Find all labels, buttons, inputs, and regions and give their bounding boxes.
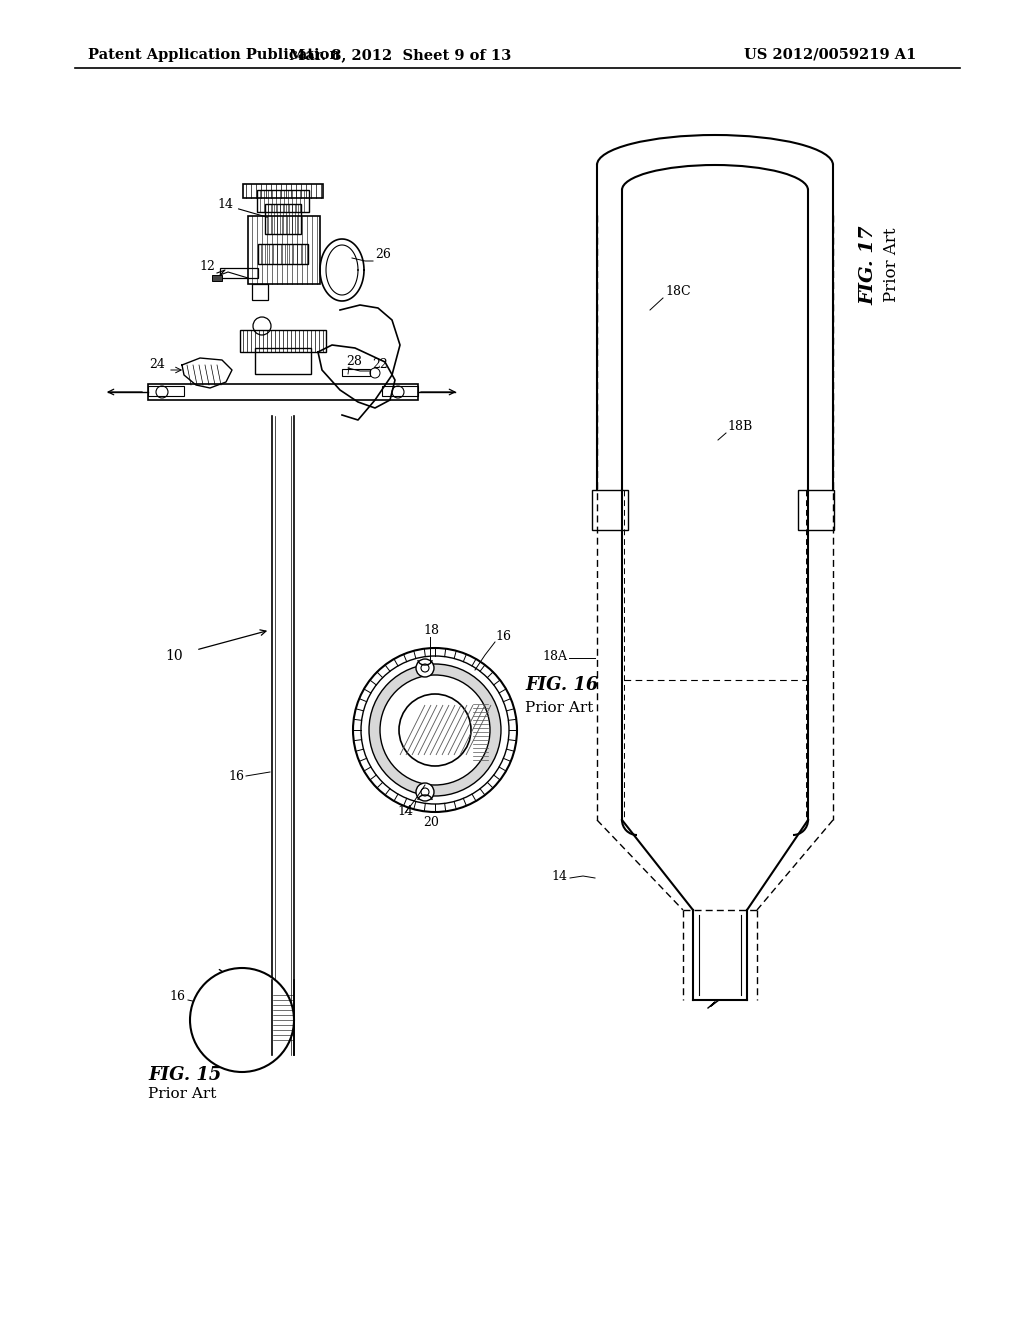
Bar: [342, 370, 370, 376]
Bar: [252, 284, 268, 300]
Bar: [148, 385, 184, 396]
Circle shape: [353, 648, 517, 812]
Circle shape: [399, 694, 471, 766]
Bar: [240, 330, 326, 352]
Circle shape: [416, 659, 434, 677]
Text: 18A: 18A: [542, 649, 567, 663]
Bar: [243, 183, 323, 198]
Text: 12: 12: [199, 260, 215, 273]
Bar: [257, 190, 309, 213]
Text: Prior Art: Prior Art: [148, 1086, 216, 1101]
Text: US 2012/0059219 A1: US 2012/0059219 A1: [743, 48, 916, 62]
Text: Prior Art: Prior Art: [884, 228, 900, 302]
Circle shape: [361, 656, 509, 804]
Bar: [592, 490, 628, 531]
Bar: [265, 205, 301, 234]
Text: 14: 14: [551, 870, 567, 883]
Text: 14: 14: [397, 805, 413, 818]
Bar: [148, 384, 418, 400]
Text: Prior Art: Prior Art: [525, 701, 593, 715]
Bar: [220, 268, 258, 279]
Text: 22: 22: [372, 358, 388, 371]
Circle shape: [380, 675, 490, 785]
Bar: [255, 348, 311, 374]
Text: 18C: 18C: [665, 285, 690, 298]
Circle shape: [369, 664, 501, 796]
Bar: [248, 216, 319, 284]
Text: 20: 20: [423, 816, 439, 829]
Bar: [258, 244, 308, 264]
Text: Patent Application Publication: Patent Application Publication: [88, 48, 340, 62]
Text: FIG. 16: FIG. 16: [525, 676, 598, 694]
Text: FIG. 17: FIG. 17: [859, 226, 877, 305]
Bar: [212, 275, 222, 281]
Bar: [798, 490, 834, 531]
Text: 26: 26: [375, 248, 391, 261]
Text: 18: 18: [423, 624, 439, 638]
Text: 16: 16: [228, 770, 244, 783]
Text: FIG. 15: FIG. 15: [148, 1067, 221, 1084]
Text: 24: 24: [150, 358, 165, 371]
Circle shape: [190, 968, 294, 1072]
Text: 10: 10: [165, 649, 183, 663]
Circle shape: [416, 783, 434, 801]
Text: 18B: 18B: [727, 420, 753, 433]
Text: 16: 16: [169, 990, 185, 1003]
Text: 14: 14: [217, 198, 267, 218]
Bar: [382, 385, 418, 396]
Text: 28: 28: [346, 355, 361, 368]
Text: 16: 16: [495, 630, 511, 643]
Text: Mar. 8, 2012  Sheet 9 of 13: Mar. 8, 2012 Sheet 9 of 13: [289, 48, 511, 62]
